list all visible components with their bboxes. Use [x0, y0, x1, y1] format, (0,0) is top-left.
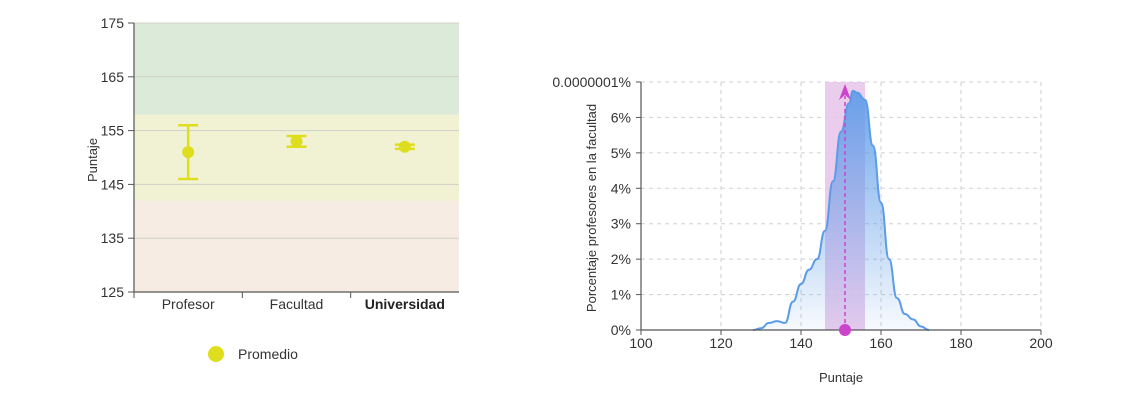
y-tick-label-top: 0.0000001% [552, 74, 631, 90]
density-line [752, 89, 930, 331]
legend-marker [208, 346, 224, 362]
y-tick-label: 5% [611, 145, 631, 161]
right-area-chart: 0% 1% 2% 3% 4% 5% 6% 0.0000001% 100 120 140 160 180… [552, 74, 1053, 385]
y-tick-label: 2% [611, 251, 631, 267]
marker-arrow [839, 84, 851, 100]
y-tick-label: 6% [611, 109, 631, 125]
y-tick-label: 3% [611, 216, 631, 232]
y-tick-label: 0% [611, 322, 631, 338]
x-tick-label: 100 [629, 335, 653, 351]
y-tick-label: 135 [101, 230, 125, 246]
x-tick-label: 140 [789, 335, 813, 351]
y-tick-label: 155 [101, 123, 125, 139]
plot-band-0 [134, 200, 459, 292]
y-tick-label: 165 [101, 69, 125, 85]
y-tick-label: 1% [611, 287, 631, 303]
legend-label-promedio: Promedio [238, 346, 298, 362]
right-y-axis-title: Porcentaje profesores en la facultad [584, 104, 599, 312]
y-tick-label: 125 [101, 284, 125, 300]
y-tick-label: 4% [611, 180, 631, 196]
mean-point [398, 140, 411, 153]
mean-point [290, 135, 303, 148]
marker-point [839, 324, 851, 336]
x-tick-label: Facultad [270, 296, 324, 312]
x-tick-label: 180 [949, 335, 973, 351]
x-tick-label: Universidad [365, 296, 445, 312]
x-tick-label: 120 [709, 335, 733, 351]
x-tick-label: 200 [1029, 335, 1053, 351]
mean-point [182, 146, 195, 159]
density-area [753, 90, 929, 330]
legend[interactable]: Promedio [208, 346, 298, 362]
plot-band-2 [134, 23, 459, 115]
y-tick-label: 175 [101, 15, 125, 31]
x-tick-label: Profesor [162, 296, 215, 312]
left-y-axis-title: Puntaje [85, 138, 100, 182]
y-tick-label: 145 [101, 176, 125, 192]
x-tick-label: 160 [869, 335, 893, 351]
plot-band-1 [134, 114, 459, 201]
right-x-axis-title: Puntaje [819, 370, 863, 385]
left-errorbar-chart: 125 135 145 155 165 175 Profesor Facultad Unive… [85, 15, 459, 362]
